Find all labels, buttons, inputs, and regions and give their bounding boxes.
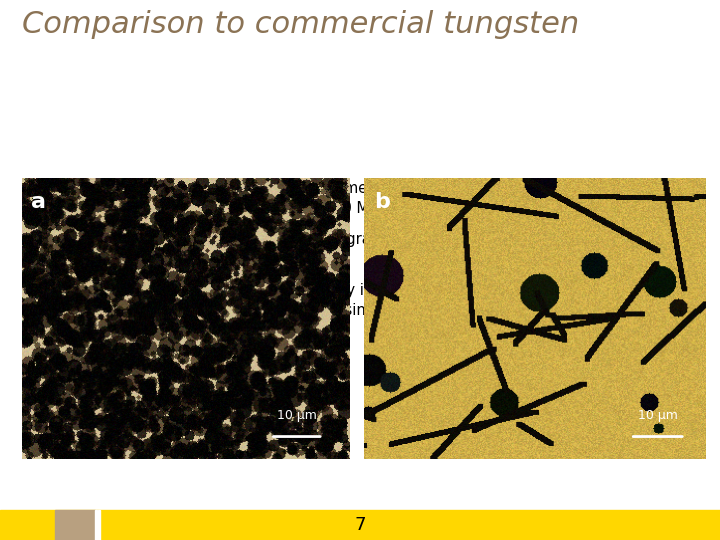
Text: Commercial tungsten microstructure likely influenced by both impurities and
slow: Commercial tungsten microstructure likel…: [42, 284, 608, 318]
Text: 7: 7: [354, 516, 366, 534]
Text: •: •: [25, 284, 35, 301]
Text: 10 μm: 10 μm: [638, 409, 678, 422]
Text: •: •: [25, 232, 35, 250]
Bar: [0, 510, 720, 540]
Bar: [98, 510, 100, 540]
Text: Optical micrographs of W2 (a) and a commercial tungsten sample (b). W2
was sinte: Optical micrographs of W2 (a) and a comm…: [42, 181, 589, 215]
Text: Processing tungsten with SPS affects the grain size of tungsten.: Processing tungsten with SPS affects the…: [42, 232, 511, 247]
Text: 10 μm: 10 μm: [277, 409, 317, 422]
Text: •: •: [25, 181, 35, 199]
Bar: [55, 510, 95, 540]
Bar: [95, 510, 97, 540]
Text: a: a: [32, 192, 46, 212]
Text: b: b: [374, 192, 390, 212]
Text: Comparison to commercial tungsten: Comparison to commercial tungsten: [22, 10, 580, 39]
